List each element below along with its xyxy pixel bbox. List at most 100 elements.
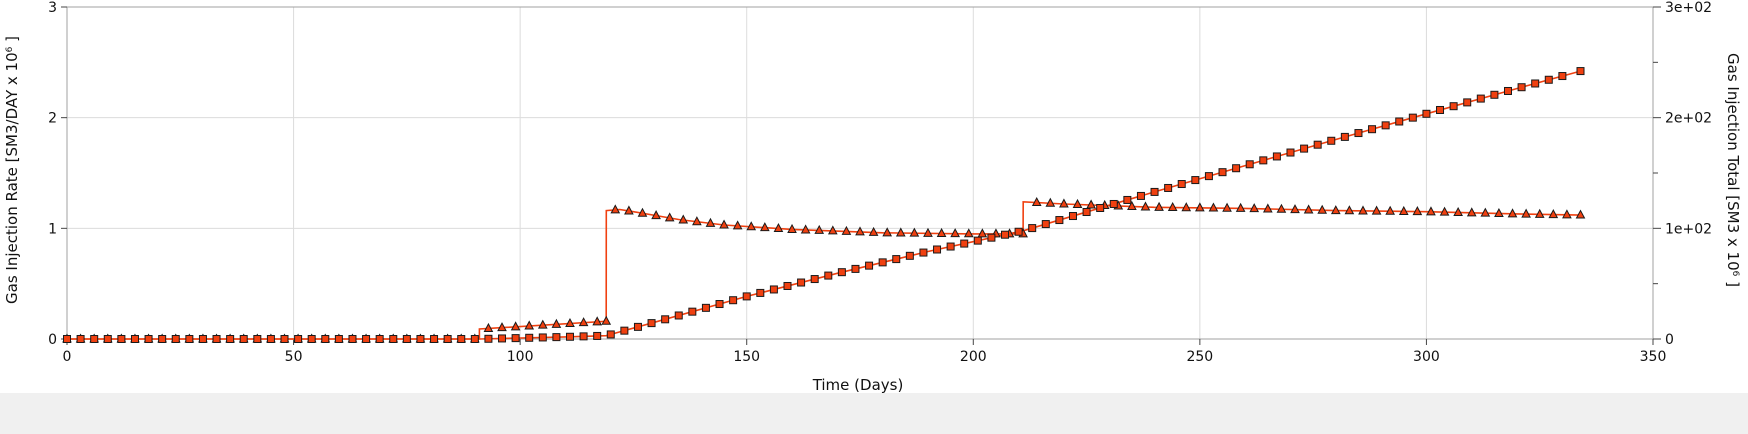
square-marker [1558, 72, 1567, 81]
square-marker [1395, 117, 1404, 126]
y-right-tick-label: 2e+02 [1665, 111, 1712, 127]
square-marker [117, 335, 126, 343]
square-marker [1436, 105, 1445, 114]
y-right-tick-label: 3e+02 [1665, 0, 1712, 16]
triangle-marker [1562, 209, 1572, 219]
y-right-title-exp: 6 [1730, 271, 1740, 277]
square-marker [606, 330, 615, 339]
triangle-marker [909, 227, 920, 237]
square-marker [1028, 224, 1037, 233]
triangle-marker [719, 219, 729, 229]
triangle-marker [1412, 206, 1423, 216]
triangle-marker [1521, 208, 1531, 218]
square-marker [1490, 90, 1499, 99]
square-marker [1245, 160, 1254, 169]
square-marker [1109, 199, 1118, 208]
square-marker [1177, 180, 1186, 189]
y-axis-right-title: Gas Injection Total [SM3 x 106 ] [1724, 53, 1742, 287]
triangle-marker [524, 320, 535, 330]
x-tick-label: 250 [1186, 349, 1213, 365]
x-tick-label: 300 [1413, 349, 1440, 365]
square-marker [457, 335, 466, 343]
triangle-marker [895, 227, 906, 237]
square-marker [701, 303, 710, 312]
square-marker [1082, 208, 1091, 217]
triangle-marker [551, 318, 562, 328]
triangle-marker [1575, 209, 1586, 219]
plot-frame [66, 6, 1654, 340]
square-marker [851, 264, 860, 273]
triangle-marker [651, 210, 661, 220]
triangle-marker [963, 228, 974, 238]
chart-panel: 0 50 100 150 200 250 300 350 0 1 2 3 0 1e+02 2e+02 3e+0… [0, 0, 1748, 393]
triangle-marker [637, 207, 648, 217]
triangle-marker [1072, 198, 1083, 208]
triangle-marker [1059, 198, 1069, 208]
triangle-marker [1235, 202, 1246, 212]
triangle-marker [1548, 209, 1559, 219]
square-marker [973, 236, 982, 245]
triangle-marker [497, 322, 507, 332]
square-marker [593, 331, 602, 340]
square-marker [416, 335, 425, 343]
square-marker [1531, 79, 1540, 88]
triangle-marker [1167, 201, 1178, 212]
square-marker [661, 315, 670, 324]
y-left-tick-label: 0 [48, 332, 57, 348]
square-marker [742, 292, 751, 301]
square-marker [103, 335, 112, 343]
square-marker [375, 335, 384, 343]
y-right-tick-label: 1e+02 [1665, 221, 1712, 237]
x-tick-label: 50 [285, 349, 303, 365]
y-right-title-tail: ] [1724, 276, 1742, 287]
square-marker [1300, 144, 1309, 153]
square-marker [1503, 86, 1512, 95]
x-axis-title: Time (Days) [812, 376, 904, 393]
x-tick-label: 100 [507, 349, 534, 365]
square-marker [144, 335, 153, 343]
triangle-marker [1181, 202, 1192, 212]
square-marker [1041, 220, 1050, 229]
triangle-marker [1466, 207, 1477, 217]
square-marker [1191, 176, 1200, 185]
square-marker [171, 335, 180, 343]
square-marker [865, 261, 874, 270]
triangle-marker [827, 225, 838, 235]
triangle-marker [1494, 207, 1504, 218]
triangle-marker [692, 216, 702, 226]
triangle-marker [601, 315, 612, 325]
square-marker [1327, 136, 1336, 145]
x-tick-label: 0 [63, 349, 72, 365]
square-marker [1259, 156, 1268, 165]
triangle-marker [705, 217, 716, 227]
triangle-marker [1317, 204, 1328, 214]
triangle-marker [787, 223, 797, 233]
square-marker [905, 251, 914, 260]
square-marker [90, 335, 99, 343]
square-marker [919, 248, 928, 257]
square-marker [633, 322, 642, 331]
x-tick-label: 350 [1640, 349, 1667, 365]
square-marker [1381, 121, 1390, 130]
y-left-title-tail: ] [3, 36, 21, 47]
square-marker [430, 335, 439, 343]
square-marker [1340, 132, 1349, 141]
square-marker [579, 332, 588, 341]
triangle-marker [773, 222, 784, 233]
triangle-marker [800, 224, 811, 234]
triangle-marker [732, 220, 743, 230]
square-marker [226, 335, 235, 343]
square-marker [511, 334, 520, 343]
triangle-marker [1208, 202, 1219, 212]
triangle-marker [483, 322, 494, 332]
square-marker [878, 258, 887, 267]
square-marker [484, 334, 493, 343]
triangle-marker [868, 226, 879, 236]
triangle-marker [1534, 208, 1545, 218]
triangle-marker [1262, 203, 1273, 213]
triangle-marker [1140, 201, 1151, 211]
square-marker [1232, 164, 1241, 173]
triangle-marker [1507, 208, 1518, 218]
square-marker [892, 255, 901, 264]
square-marker [756, 288, 765, 297]
